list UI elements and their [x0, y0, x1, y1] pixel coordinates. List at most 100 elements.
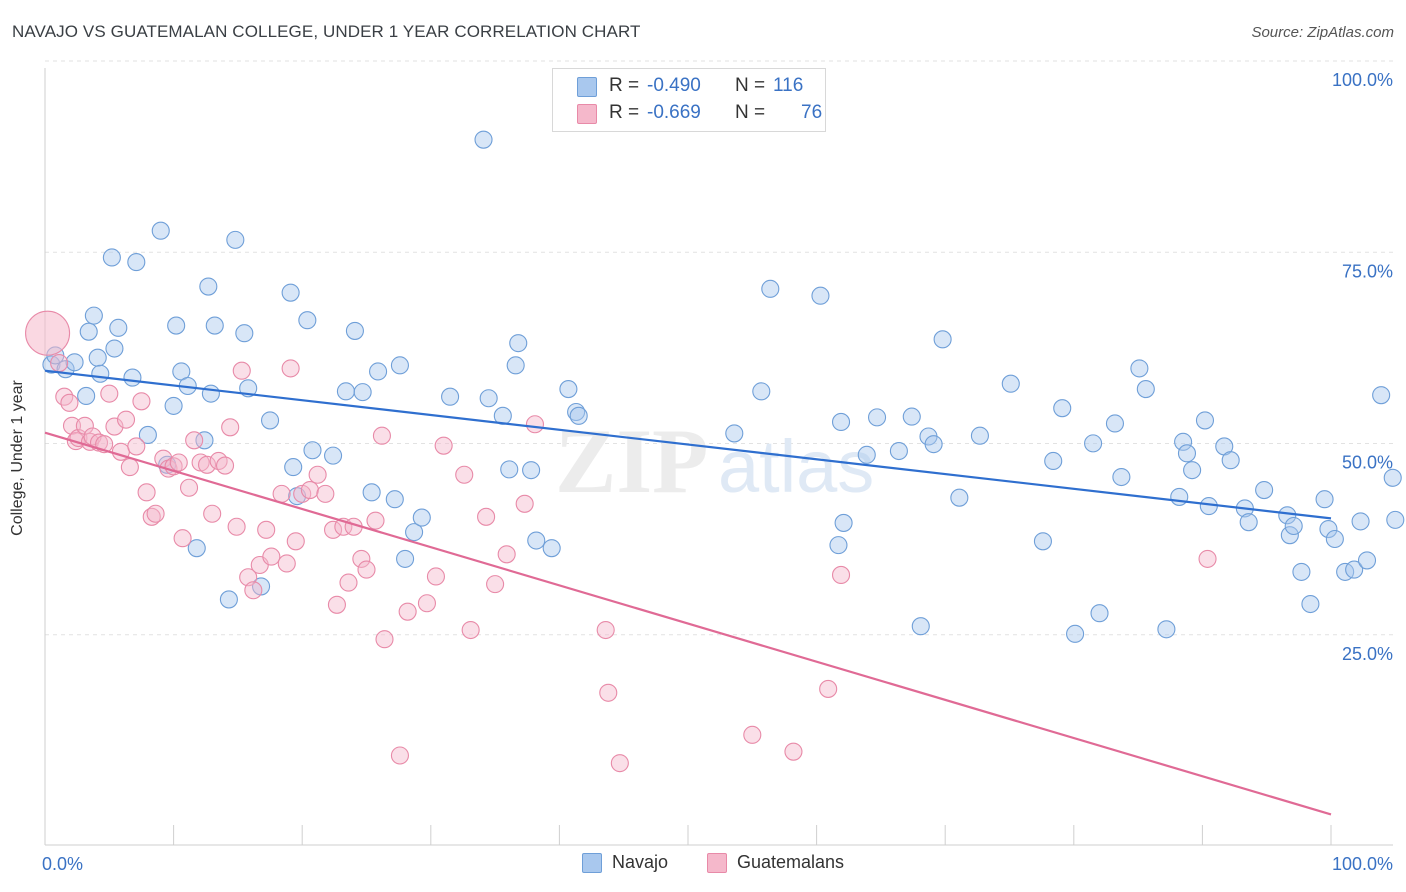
guatemalan-points [25, 310, 1217, 773]
navajo-point [474, 130, 493, 149]
navajo-swatch [577, 77, 597, 97]
guatemalan-point [169, 453, 188, 472]
navajo-point [105, 339, 124, 358]
guatemalan-point [132, 392, 151, 411]
guatemalan-point [375, 630, 394, 649]
gridlines [45, 60, 1393, 636]
guatemalan-point [173, 529, 192, 548]
navajo-point [195, 431, 214, 450]
guatemalan-point [357, 560, 376, 579]
navajo-point [336, 382, 355, 401]
guatemalan-point [784, 742, 803, 761]
navajo-point [187, 539, 206, 558]
guatemalan-point [352, 549, 371, 568]
guatemalan-point [120, 458, 139, 477]
guatemalan-trend-line [44, 431, 1332, 816]
navajo-point [1315, 490, 1334, 509]
x-tick-label-max: 100.0% [1332, 854, 1393, 874]
navajo-point [385, 490, 404, 509]
legend-r-label: R = [609, 75, 640, 96]
legend-r-label: R = [609, 102, 640, 123]
navajo-point [88, 348, 107, 367]
guatemalan-point [455, 465, 474, 484]
guatemalan-point [610, 754, 629, 773]
navajo-point [205, 316, 224, 335]
guatemalan-point [324, 520, 343, 539]
navajo-point [752, 382, 771, 401]
y-tick-label: 100.0% [1332, 70, 1393, 90]
guatemalan-point [515, 494, 534, 513]
guatemalan-point [277, 554, 296, 573]
navajo-point [911, 617, 930, 636]
chart-title: NAVAJO VS GUATEMALAN COLLEGE, UNDER 1 YE… [12, 22, 641, 41]
guatemalan-point [227, 517, 246, 536]
guatemalan-point [60, 393, 79, 412]
tick-labels: 25.0% 50.0% 75.0% 100.0% 0.0% 100.0% [42, 70, 1393, 874]
navajo-point [829, 536, 848, 555]
guatemalan-point [244, 581, 263, 600]
navajo-point [138, 425, 157, 445]
navajo-point [831, 412, 851, 432]
guatemalan-point [221, 418, 240, 437]
navajo-point [506, 356, 525, 375]
guatemalan-point [525, 415, 545, 434]
guatemalan-point [1198, 549, 1217, 568]
x-tick-label-min: 0.0% [42, 854, 83, 874]
guatemalan-n-value: 76 [801, 102, 823, 123]
guatemalan-swatch [577, 104, 597, 124]
navajo-point [902, 407, 921, 426]
navajo-point [1177, 444, 1197, 463]
guatemalan-point [146, 504, 165, 523]
guatemalan-point [127, 437, 146, 456]
navajo-point [390, 356, 409, 375]
navajo-point [84, 306, 103, 325]
navajo-point [1383, 468, 1402, 487]
navajo-point [527, 531, 546, 550]
navajo-point [91, 364, 110, 383]
guatemalan-point [316, 484, 335, 503]
navajo-points [42, 130, 1405, 643]
navajo-point [123, 368, 142, 387]
navajo-point [509, 334, 528, 353]
guatemalan-swatch [707, 853, 727, 873]
watermark-atlas: atlas [718, 425, 874, 508]
trend-lines [44, 369, 1332, 816]
y-axis-label: College, Under 1 year [9, 380, 26, 536]
navajo-point [1357, 551, 1377, 570]
navajo-point [441, 387, 460, 406]
navajo-point [298, 311, 317, 330]
navajo-point [79, 322, 98, 341]
guatemalan-point [209, 451, 228, 471]
guatemalan-point [327, 595, 346, 614]
navajo-point [362, 483, 381, 502]
guatemalan-point [497, 545, 516, 564]
navajo-point [1284, 516, 1303, 536]
guatemalan-point [105, 417, 124, 436]
guatemalan-point [308, 465, 327, 484]
guatemalan-point [215, 456, 235, 475]
navajo-point [522, 461, 541, 480]
navajo-point [924, 435, 943, 454]
navajo-point [1351, 512, 1370, 531]
navajo-point [396, 549, 415, 568]
navajo-point [235, 324, 254, 343]
navajo-point [970, 426, 989, 445]
navajo-point [1325, 529, 1344, 549]
guatemalan-point [272, 484, 291, 503]
navajo-point [950, 488, 969, 507]
navajo-point [500, 460, 519, 479]
guatemalan-point [185, 431, 204, 450]
navajo-point [1345, 560, 1364, 579]
navajo-point [260, 411, 280, 430]
navajo-point [1239, 513, 1258, 532]
navajo-point [1255, 480, 1274, 500]
guatemalan-point [596, 620, 615, 640]
navajo-point [167, 316, 186, 335]
navajo-point [542, 539, 561, 558]
y-tick-label: 25.0% [1342, 644, 1393, 664]
guatemalan-point [25, 310, 71, 356]
guatemalan-point [257, 520, 276, 539]
navajo-point [1130, 359, 1149, 378]
navajo-point [811, 286, 830, 305]
